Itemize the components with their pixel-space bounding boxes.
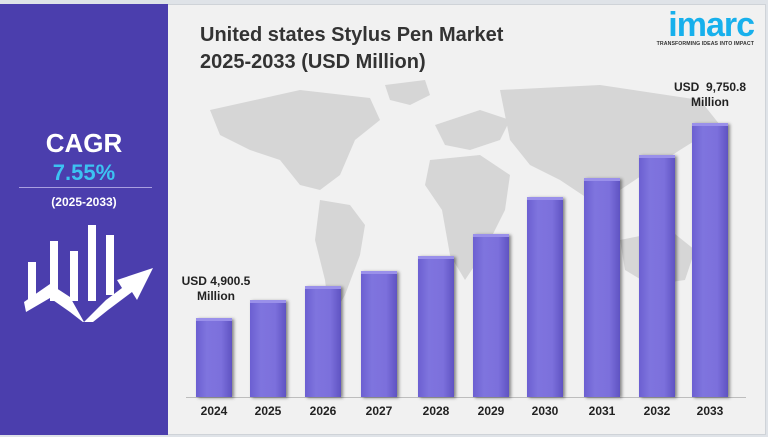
growth-chart-icon [24, 225, 153, 322]
bar-2028 [418, 256, 454, 397]
bar-plot-area [186, 100, 746, 397]
imarc-logo: imarc TRANSFORMING IDEAS INTO IMPACT [650, 8, 760, 47]
start-value: USD 4,900.5 [181, 274, 251, 288]
cagr-value: 7.55% [52, 160, 116, 185]
x-tick-2028: 2028 [422, 404, 450, 418]
x-tick-2031: 2031 [588, 404, 616, 418]
x-tick-2027: 2027 [365, 404, 393, 418]
start-value-annotation: USD 4,900.5 Million [176, 274, 256, 304]
chart-title: United states Stylus Pen Market 2025-203… [200, 22, 503, 76]
bar-2033 [692, 123, 728, 397]
bar-2024 [196, 318, 232, 397]
bar-2030 [527, 197, 563, 397]
chart-title-line1: United states Stylus Pen Market [200, 24, 504, 46]
end-value-annotation: USD 9,750.8 Million [660, 80, 760, 110]
bar-2026 [305, 286, 341, 397]
cagr-period: (2025-2033) [51, 195, 117, 209]
bar-2029 [473, 234, 509, 397]
logo-wordmark: imarc [668, 6, 755, 44]
x-tick-2025: 2025 [254, 404, 282, 418]
logo-tagline: TRANSFORMING IDEAS INTO IMPACT [656, 41, 754, 47]
x-axis-line [186, 397, 746, 398]
start-unit: Million [197, 289, 235, 303]
x-tick-2033: 2033 [696, 404, 724, 418]
x-tick-2032: 2032 [643, 404, 671, 418]
bar-2027 [361, 271, 397, 397]
end-unit: Million [691, 95, 729, 109]
x-tick-2030: 2030 [531, 404, 559, 418]
cagr-label: CAGR [45, 128, 123, 158]
end-value: USD 9,750.8 [673, 80, 747, 94]
bar-2032 [639, 155, 675, 397]
x-tick-2029: 2029 [477, 404, 505, 418]
bar-2025 [250, 300, 286, 397]
bar-2031 [584, 178, 620, 397]
x-tick-2026: 2026 [309, 404, 337, 418]
x-tick-2024: 2024 [200, 404, 228, 418]
chart-title-line2: 2025-2033 (USD Million) [200, 51, 426, 73]
cagr-sidebar [0, 4, 168, 435]
cagr-divider [19, 187, 152, 188]
